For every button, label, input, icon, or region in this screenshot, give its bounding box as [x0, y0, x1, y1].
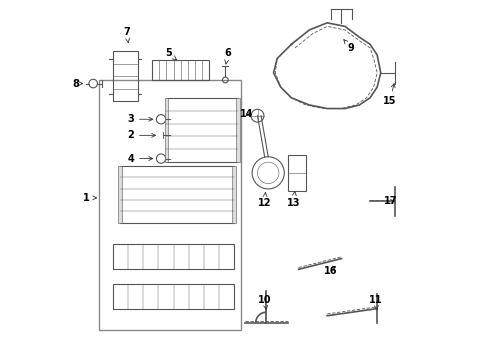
Bar — [165, 98, 168, 162]
Text: 16: 16 — [324, 266, 338, 276]
Text: 5: 5 — [165, 48, 177, 60]
Bar — [236, 98, 240, 162]
Text: 11: 11 — [368, 295, 382, 310]
Text: 1: 1 — [83, 193, 97, 203]
Text: 9: 9 — [344, 40, 354, 53]
Bar — [288, 155, 306, 191]
Text: 13: 13 — [287, 192, 300, 208]
Bar — [113, 244, 234, 269]
Text: 2: 2 — [127, 130, 155, 140]
Text: 10: 10 — [258, 295, 271, 310]
Bar — [120, 166, 234, 223]
Text: 3: 3 — [127, 114, 153, 124]
Text: 7: 7 — [123, 27, 130, 42]
Bar — [118, 166, 122, 223]
Text: 14: 14 — [241, 109, 254, 119]
Text: 12: 12 — [258, 192, 271, 208]
Text: 17: 17 — [384, 197, 397, 206]
Bar — [167, 98, 238, 162]
Bar — [113, 51, 138, 102]
Bar — [113, 284, 234, 309]
Text: 4: 4 — [127, 154, 153, 163]
Text: 6: 6 — [224, 48, 231, 64]
Bar — [98, 80, 242, 330]
Text: 15: 15 — [383, 84, 396, 107]
Bar — [232, 166, 236, 223]
Bar — [152, 60, 209, 80]
Text: 8: 8 — [72, 78, 83, 89]
